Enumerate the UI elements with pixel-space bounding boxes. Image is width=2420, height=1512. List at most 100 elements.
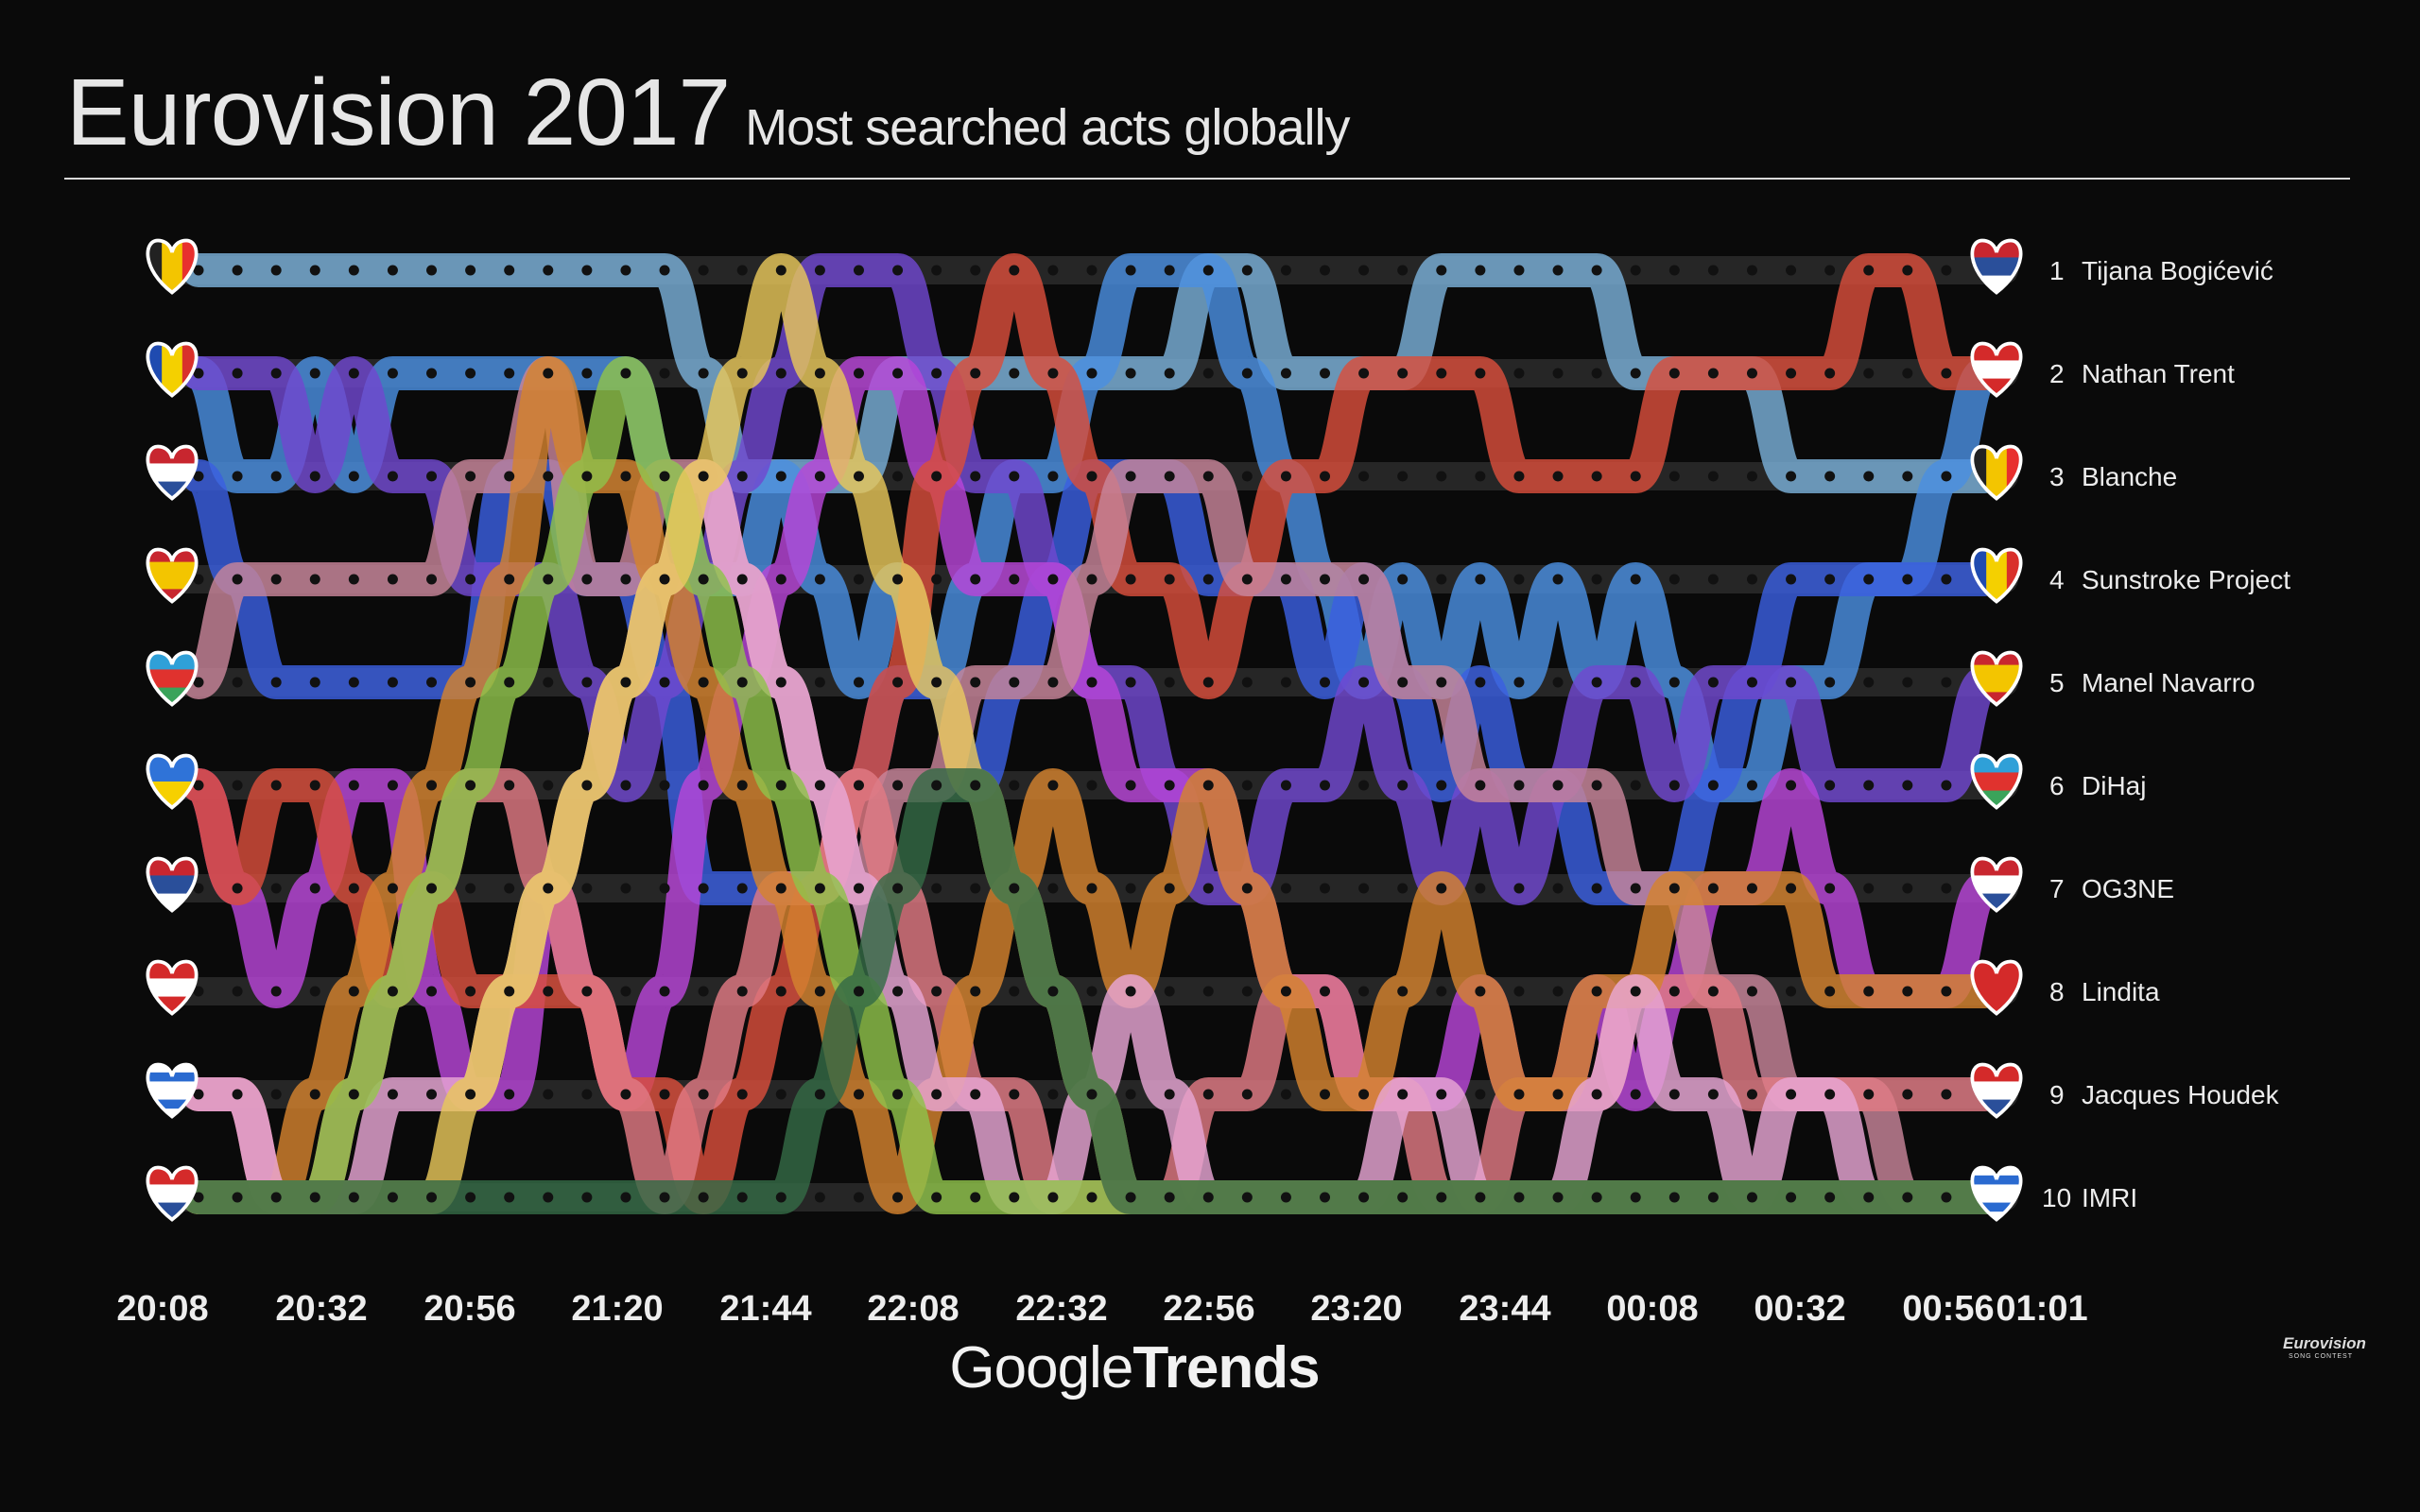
rank-dot	[1552, 986, 1564, 997]
x-tick-label: 22:56	[1163, 1289, 1254, 1329]
rank-dot	[1280, 1192, 1291, 1203]
x-tick-label: 20:08	[116, 1289, 208, 1329]
x-tick-label: 00:32	[1754, 1289, 1845, 1329]
rank-dot	[1475, 368, 1486, 379]
act-name-label: Sunstroke Project	[2082, 565, 2290, 594]
rank-dot	[931, 1192, 942, 1203]
chart-title: Eurovision 2017	[66, 60, 731, 165]
rank-dot	[814, 883, 825, 894]
rank-dot	[1552, 883, 1564, 894]
rank-dot	[1902, 265, 1913, 276]
rank-dot	[1358, 471, 1370, 482]
rank-dot	[309, 780, 320, 791]
rank-dot	[1475, 1089, 1486, 1100]
rank-dot	[970, 1089, 981, 1100]
rank-dot	[892, 265, 904, 276]
rank-dot	[232, 986, 243, 997]
rank-dot	[1941, 368, 1952, 379]
rank-dot	[1280, 471, 1291, 482]
rank-dot	[1397, 986, 1409, 997]
end-flag-serbia-icon	[1970, 238, 2023, 295]
rank-dot	[387, 368, 398, 379]
start-flag-belgium-icon	[146, 238, 199, 295]
rank-dot	[309, 986, 320, 997]
rank-dot	[504, 265, 515, 276]
rank-dot	[1707, 574, 1719, 585]
rank-dot	[1513, 1192, 1525, 1203]
rank-dot	[193, 471, 204, 482]
rank-dot	[1746, 883, 1757, 894]
rank-dot	[465, 780, 476, 791]
rank-number-label: 3	[2049, 462, 2065, 491]
rank-dot	[736, 883, 748, 894]
rank-dot	[1436, 265, 1447, 276]
rank-dot	[1241, 1089, 1253, 1100]
rank-dot	[1630, 265, 1641, 276]
rank-dot	[348, 780, 359, 791]
rank-dot	[1863, 986, 1875, 997]
rank-dot	[1047, 677, 1059, 688]
rank-dot	[892, 1192, 904, 1203]
rank-dot	[1475, 883, 1486, 894]
rank-dot	[1668, 471, 1680, 482]
rank-dot	[970, 883, 981, 894]
rank-dot	[1941, 471, 1952, 482]
rank-dot	[1786, 471, 1797, 482]
rank-dot	[1863, 677, 1875, 688]
rank-dot	[1668, 574, 1680, 585]
rank-dot	[1902, 471, 1913, 482]
rank-dot	[1280, 1089, 1291, 1100]
rank-dot	[1280, 780, 1291, 791]
rank-dot	[1358, 1089, 1370, 1100]
rank-dot	[1630, 883, 1641, 894]
rank-dot	[348, 677, 359, 688]
rank-dot	[1202, 883, 1214, 894]
rank-dot	[1009, 265, 1020, 276]
end-flag-moldova-icon	[1970, 547, 2023, 604]
rank-dot	[1746, 574, 1757, 585]
x-tick-label: 23:44	[1459, 1289, 1550, 1329]
rank-dot	[1824, 368, 1836, 379]
rank-dot	[581, 574, 593, 585]
rank-dot	[504, 1192, 515, 1203]
rank-dot	[1009, 986, 1020, 997]
rank-dot	[736, 986, 748, 997]
rank-dot	[1786, 1089, 1797, 1100]
rank-dot	[1320, 265, 1331, 276]
rank-dot	[1513, 265, 1525, 276]
rank-dot	[232, 883, 243, 894]
rank-dot	[193, 677, 204, 688]
rank-dot	[1358, 1192, 1370, 1203]
rank-dot	[1630, 1089, 1641, 1100]
rank-dot	[775, 368, 786, 379]
end-labels: 1 Tijana Bogićević 2 Nathan Trent 3 Blanche 4 S…	[2042, 256, 2290, 1212]
rank-dot	[736, 471, 748, 482]
rank-dot	[892, 780, 904, 791]
rank-dot	[1086, 368, 1098, 379]
rank-dot	[543, 1089, 554, 1100]
rank-dot	[426, 471, 438, 482]
rank-dot	[1475, 1192, 1486, 1203]
rank-dot	[892, 883, 904, 894]
act-name-label: Lindita	[2082, 977, 2160, 1006]
rank-dot	[1863, 883, 1875, 894]
rank-dot	[1436, 574, 1447, 585]
rank-dot	[853, 677, 864, 688]
x-tick-label: 00:08	[1606, 1289, 1698, 1329]
rank-dot	[1241, 986, 1253, 997]
rank-dot	[698, 574, 709, 585]
rank-dot	[698, 265, 709, 276]
rank-dot	[1086, 471, 1098, 482]
rank-dot	[1824, 986, 1836, 997]
rank-dot	[1009, 1089, 1020, 1100]
rank-dot	[736, 677, 748, 688]
rank-dot	[504, 883, 515, 894]
rank-dot	[1125, 986, 1136, 997]
act-name-label: OG3NE	[2082, 874, 2174, 903]
rank-dot	[1009, 574, 1020, 585]
rank-dot	[465, 471, 476, 482]
rank-dot	[775, 986, 786, 997]
rank-dot	[1280, 883, 1291, 894]
x-tick-label: 00:56	[1902, 1289, 1994, 1329]
